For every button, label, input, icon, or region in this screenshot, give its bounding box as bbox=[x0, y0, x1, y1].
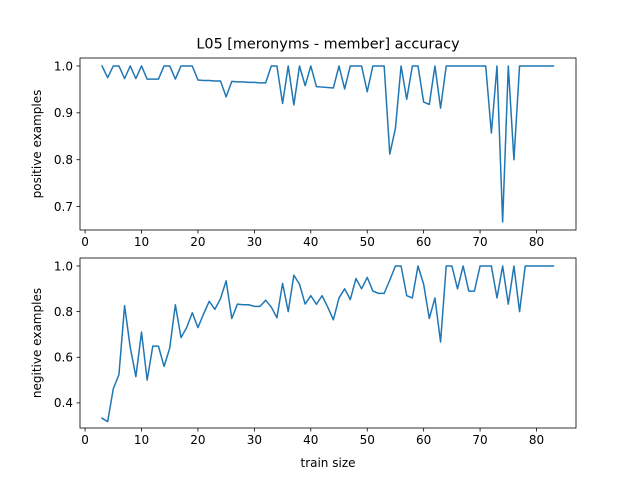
top-subplot: positive examples 0 10 20 30 40 50 60 70 80 0.7 0.… bbox=[30, 57, 577, 249]
bottom-ylabel: negitive examples bbox=[30, 288, 44, 398]
chart-title: L05 [meronyms - member] accuracy bbox=[196, 37, 460, 53]
top-ytick-label: 1.0 bbox=[54, 59, 73, 73]
bottom-xlabel: train size bbox=[300, 456, 355, 470]
bottom-xtick-label: 0 bbox=[81, 433, 89, 447]
top-xtick-label: 40 bbox=[303, 235, 318, 249]
top-xtick-label: 20 bbox=[190, 235, 205, 249]
bottom-xtick-label: 70 bbox=[472, 433, 487, 447]
top-xtick-label: 80 bbox=[529, 235, 544, 249]
top-ytick-label: 0.8 bbox=[54, 153, 73, 167]
bottom-xtick-label: 50 bbox=[360, 433, 375, 447]
bottom-xtick-label: 40 bbox=[303, 433, 318, 447]
bottom-ytick-label: 1.0 bbox=[54, 259, 73, 273]
bottom-axes-frame bbox=[79, 257, 577, 429]
bottom-ytick-label: 0.8 bbox=[54, 305, 73, 319]
bottom-series-line bbox=[100, 265, 555, 423]
bottom-xtick-label: 60 bbox=[416, 433, 431, 447]
bottom-xtick-label: 30 bbox=[247, 433, 262, 447]
top-xtick-label: 30 bbox=[247, 235, 262, 249]
bottom-ytick-label: 0.6 bbox=[54, 351, 73, 365]
top-ylabel: positive examples bbox=[30, 90, 44, 199]
top-xtick-label: 0 bbox=[81, 235, 89, 249]
top-xtick-label: 60 bbox=[416, 235, 431, 249]
bottom-xtick-label: 10 bbox=[134, 433, 149, 447]
top-axes-frame bbox=[79, 57, 577, 231]
top-ytick-label: 0.7 bbox=[54, 200, 73, 214]
top-ytick-label: 0.9 bbox=[54, 106, 73, 120]
top-xtick-label: 10 bbox=[134, 235, 149, 249]
top-xtick-label: 70 bbox=[472, 235, 487, 249]
bottom-ytick-label: 0.4 bbox=[54, 396, 73, 410]
top-series-line bbox=[101, 64, 555, 223]
bottom-subplot: negitive examples train size 0 10 20 30 40 50… bbox=[30, 257, 577, 470]
bottom-xtick-label: 20 bbox=[190, 433, 205, 447]
top-xtick-label: 50 bbox=[360, 235, 375, 249]
bottom-xtick-label: 80 bbox=[529, 433, 544, 447]
